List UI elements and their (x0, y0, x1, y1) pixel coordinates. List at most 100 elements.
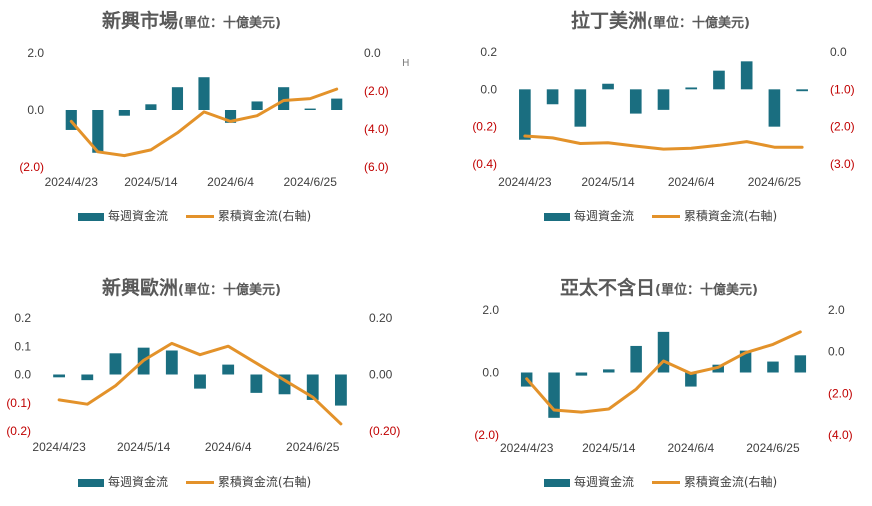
bar (739, 350, 752, 373)
left-axis-tick-label: 0.2 (14, 311, 31, 325)
x-axis-tick-label: 2024/6/25 (286, 440, 340, 454)
bar (630, 345, 642, 373)
right-axis-tick-label: (1.0) (830, 82, 855, 96)
left-axis-tick-label: 0.0 (27, 103, 44, 117)
legend-item-cumulative: 累積資金流(右軸) (651, 207, 777, 224)
right-axis-tick-label: 0.0 (364, 46, 381, 60)
bar (740, 61, 753, 90)
bar (250, 374, 263, 393)
legend-item-cumulative: 累積資金流(右軸) (185, 473, 312, 490)
chart-title-main: 亞太不含日 (560, 277, 656, 299)
cumulative-line (57, 341, 343, 426)
x-axis-tick-label: 2024/4/23 (498, 175, 552, 189)
x-axis-tick-label: 2024/6/25 (283, 175, 337, 189)
legend-swatch-bar (544, 212, 570, 221)
bar (198, 77, 210, 110)
left-axis-tick-label: (0.2) (6, 424, 31, 438)
left-axis-tick-label: 2.0 (27, 46, 44, 60)
legend-swatch-line (651, 215, 680, 218)
legend-swatch-line (651, 481, 680, 484)
legend-item-weekly: 每週資金流 (544, 207, 634, 224)
chart-panel-emerging-markets: 新興市場(單位：十億美元) 2.0 0.0 (2.0) 0.0 (2.0) (4.0) (6… (0, 0, 436, 253)
chart-plot: 0.2 0.1 0.0 (0.1) (0.2) 0.20 0.00 (0.20) 2024/4/… (6, 311, 400, 454)
bar (713, 70, 725, 90)
left-axis-tick-label: 0.0 (14, 368, 31, 382)
left-axis-tick-label: (2.0) (474, 428, 499, 442)
right-axis-tick-label: (6.0) (364, 160, 389, 174)
bar (574, 89, 587, 127)
x-axis-tick-label: 2024/5/14 (117, 440, 171, 454)
left-axis-tick-label: 0.1 (14, 339, 31, 353)
legend-label: 每週資金流 (108, 475, 169, 489)
legend-swatch-bar (544, 478, 570, 487)
chart-legend: 每週資金流 累積資金流(右軸) (544, 473, 791, 490)
bar (222, 364, 235, 375)
bar (629, 89, 642, 114)
chart-title-main: 拉丁美洲 (571, 10, 648, 32)
right-axis-tick-label: (4.0) (364, 122, 389, 136)
bar (145, 104, 157, 110)
legend-label: 每週資金流 (574, 475, 635, 489)
legend-label: 累積資金流(右軸) (217, 209, 312, 223)
right-axis-tick-label: (4.0) (828, 428, 853, 442)
chart-title-main: 新興市場 (102, 10, 179, 32)
chart-panel-asia-pacific-ex-japan: 亞太不含日(單位：十億美元) 2.0 0.0 (2.0) 2.0 0.0 (2.0) (4.… (436, 253, 872, 506)
x-axis-tick-label: 2024/6/4 (207, 175, 254, 189)
bar (251, 101, 263, 110)
right-axis-tick-label: 0.00 (369, 368, 393, 382)
right-axis-tick-label: (0.20) (369, 424, 400, 438)
bar (548, 372, 560, 418)
chart-legend: 每週資金流 累積資金流(右軸) (78, 473, 325, 490)
left-axis-tick-label: (0.2) (472, 120, 497, 134)
bar (546, 89, 559, 105)
bar (171, 87, 184, 110)
bar (118, 110, 130, 116)
legend-label: 累積資金流(右軸) (217, 475, 312, 489)
chart-panel-latin-america: 拉丁美洲(單位：十億美元) 0.2 0.0 (0.2) (0.4) 0.0 (1.0) (2… (436, 0, 872, 253)
bar (334, 374, 347, 406)
bar (685, 372, 697, 387)
right-axis-tick-label: (2.0) (828, 386, 853, 400)
right-axis-tick-label: (3.0) (830, 157, 855, 171)
x-axis-tick-label: 2024/5/14 (582, 441, 636, 455)
right-axis-tick-label: (2.0) (364, 84, 389, 98)
right-axis-tick-label: (2.0) (830, 120, 855, 134)
bar (278, 374, 291, 395)
chart-title: 亞太不含日(單位：十億美元) (560, 273, 758, 300)
bar (657, 331, 670, 373)
bar (306, 374, 319, 400)
x-axis-tick-label: 2024/6/4 (205, 440, 252, 454)
bar (657, 89, 670, 110)
legend-swatch-bar (78, 478, 104, 487)
cumulative-line (523, 134, 804, 151)
left-axis-tick-label: (0.4) (472, 157, 497, 171)
right-axis-tick-label: 0.20 (369, 311, 393, 325)
x-axis-tick-label: 2024/4/23 (32, 440, 86, 454)
right-axis-tick-label: 0.0 (830, 45, 847, 59)
bar (519, 89, 531, 140)
cumulative-line (525, 330, 802, 414)
legend-swatch-line (185, 215, 214, 218)
legend-item-weekly: 每週資金流 (544, 473, 634, 490)
left-axis-tick-label: (0.1) (6, 396, 31, 410)
bar (796, 89, 808, 92)
left-axis-tick-label: 0.0 (482, 366, 499, 380)
chart-plot: 0.2 0.0 (0.2) (0.4) 0.0 (1.0) (2.0) (3.0) 2024/4… (472, 45, 855, 189)
chart-plot: 2.0 0.0 (2.0) 0.0 (2.0) (4.0) (6.0) 2024/4/23 20… (19, 46, 389, 189)
bar (224, 110, 237, 123)
left-axis-tick-label: 0.0 (480, 82, 497, 96)
chart-title-unit: (單位：十億美元) (178, 16, 281, 31)
legend-swatch-line (185, 481, 214, 484)
x-axis-tick-label: 2024/6/4 (668, 441, 715, 455)
cumulative-line (69, 87, 339, 158)
chart-legend: 每週資金流 累積資金流(右軸) (78, 207, 325, 224)
legend-item-cumulative: 累積資金流(右軸) (651, 473, 778, 490)
chart-title: 新興市場(單位：十億美元) (102, 6, 281, 33)
chart-title: 新興歐洲(單位：十億美元) (102, 273, 281, 300)
left-axis-tick-label: 0.2 (480, 45, 497, 59)
bar (304, 108, 316, 110)
bar (53, 374, 66, 378)
right-axis-tick-label: 2.0 (828, 303, 845, 317)
chart-plot: 2.0 0.0 (2.0) 2.0 0.0 (2.0) (4.0) 2024/4/23 2024… (474, 303, 853, 455)
legend-label: 累積資金流(右軸) (683, 475, 778, 489)
